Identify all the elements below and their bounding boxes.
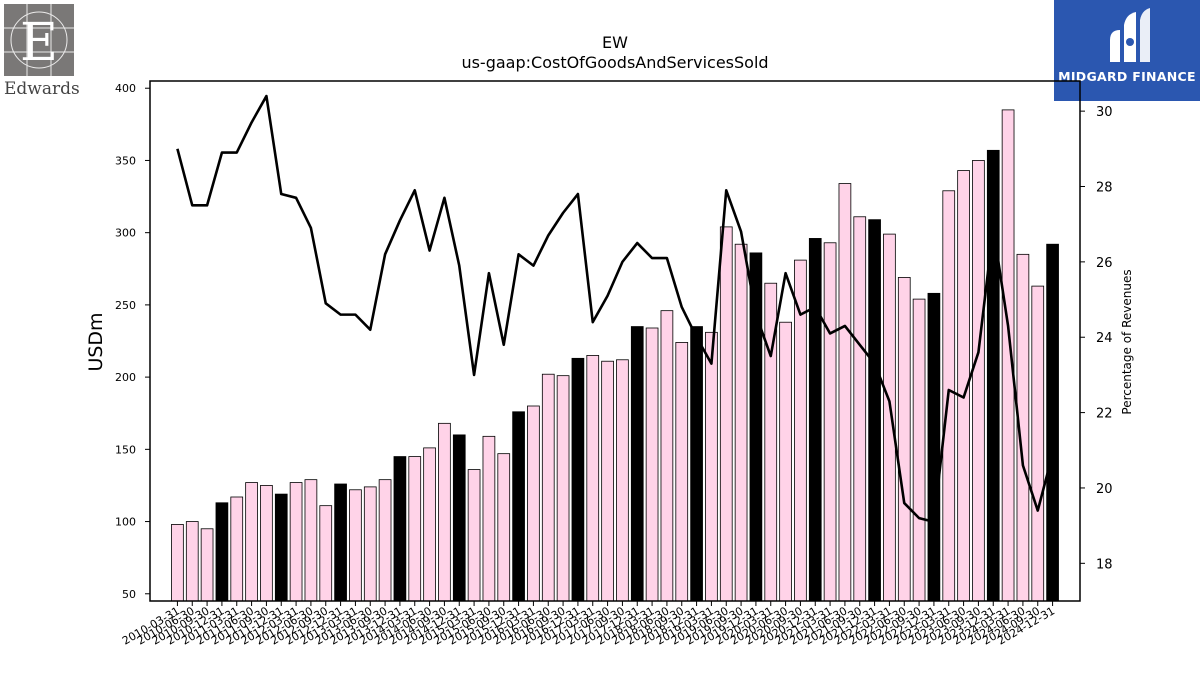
y2-axis-label: Percentage of Revenues [1120, 269, 1134, 414]
bar [927, 292, 941, 602]
chart-subtitle: us-gaap:CostOfGoodsAndServicesSold [461, 53, 768, 72]
y2-tick-label: 30 [1096, 105, 1113, 120]
bar [527, 405, 540, 602]
bar [378, 479, 392, 602]
bar [986, 149, 1000, 602]
edwards-e-emblem-icon: E [4, 4, 74, 76]
bar [912, 298, 926, 602]
bar [645, 327, 659, 602]
plot-frame [149, 80, 1081, 602]
bar [690, 326, 703, 602]
bar [705, 331, 718, 602]
y-tick-label: 150 [115, 443, 136, 456]
bar [274, 493, 288, 602]
y-tick-label: 400 [115, 82, 136, 95]
bar [823, 242, 837, 602]
edwards-logo-text: Edwards [4, 79, 80, 99]
bar [868, 219, 881, 602]
percentage-line [176, 94, 1054, 524]
bar [1046, 243, 1059, 602]
bar [319, 505, 333, 602]
bar [838, 183, 852, 602]
y2-tick-label: 20 [1096, 482, 1113, 497]
bar [571, 357, 585, 602]
bar [245, 482, 258, 602]
bar [675, 342, 689, 602]
bar [408, 456, 422, 602]
bar [200, 528, 214, 602]
bar [289, 482, 303, 602]
bar [363, 486, 377, 602]
bar [808, 238, 822, 602]
svg-text:E: E [20, 13, 58, 73]
bar [423, 447, 436, 602]
bar [171, 524, 184, 602]
bar [230, 496, 244, 602]
midgard-emblem-icon [1110, 8, 1150, 62]
bar-series [171, 109, 1059, 602]
chart-title: EW [602, 33, 628, 52]
bar [556, 375, 570, 602]
midgard-logo-text: MIDGARD FINANCE [1058, 69, 1196, 84]
bar [616, 359, 629, 602]
y-tick-label: 350 [115, 154, 136, 167]
bar [393, 456, 407, 602]
bar [304, 479, 318, 602]
bar [897, 277, 911, 602]
y-tick-label: 200 [115, 371, 136, 384]
bar [1031, 285, 1045, 602]
axes: 5010015020025030035040018202224262830201… [115, 80, 1113, 648]
line-series [176, 94, 1054, 524]
bar [883, 233, 896, 602]
bar [215, 502, 229, 602]
y-tick-label: 250 [115, 299, 136, 312]
y-tick-label: 100 [115, 516, 136, 529]
bar [541, 373, 555, 602]
y2-tick-label: 22 [1096, 407, 1113, 422]
bar [630, 326, 644, 602]
y-axis-label: USDm [85, 312, 107, 371]
bar [601, 360, 614, 602]
bar [438, 422, 451, 602]
bar [512, 411, 525, 602]
bar [334, 483, 347, 602]
bar [779, 321, 792, 602]
bar [853, 216, 867, 602]
y-tick-label: 50 [122, 588, 136, 601]
bar [972, 160, 985, 602]
midgard-finance-logo: MIDGARD FINANCE [1054, 0, 1200, 101]
edwards-logo: E Edwards [4, 4, 80, 99]
bar [467, 469, 481, 602]
bar [349, 489, 362, 602]
bar [586, 355, 600, 602]
bar [719, 226, 733, 602]
bar [749, 252, 763, 602]
bar [185, 521, 199, 602]
bar [497, 453, 511, 602]
y2-tick-label: 26 [1096, 256, 1113, 271]
bar [734, 243, 748, 602]
y-tick-label: 300 [115, 227, 136, 240]
bar [482, 435, 496, 602]
y2-tick-label: 24 [1096, 331, 1113, 346]
y2-tick-label: 28 [1096, 181, 1113, 196]
bar [660, 310, 674, 602]
bar [452, 434, 466, 602]
y2-tick-label: 18 [1096, 557, 1113, 572]
bar [260, 485, 273, 602]
